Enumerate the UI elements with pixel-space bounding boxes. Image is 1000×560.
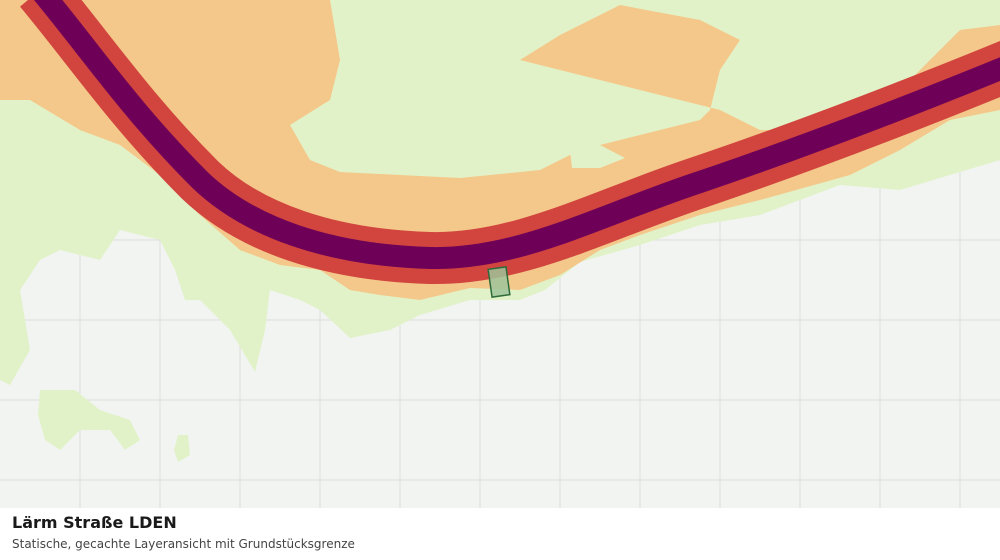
caption: Lärm Straße LDEN Statische, gecachte Lay… bbox=[12, 512, 992, 552]
caption-subtitle: Statische, gecachte Layeransicht mit Gru… bbox=[12, 537, 355, 551]
map-view bbox=[0, 0, 1000, 508]
noise-zone-low bbox=[570, 145, 625, 168]
noise-zone-low bbox=[515, 22, 545, 48]
noise-zone-low bbox=[418, 100, 448, 118]
noise-zone-low bbox=[174, 435, 190, 462]
caption-title: Lärm Straße LDEN bbox=[12, 513, 177, 532]
noise-zone-low bbox=[38, 390, 140, 450]
parcel-boundary[interactable] bbox=[487, 266, 511, 298]
noise-zone-very-high bbox=[33, 0, 1000, 270]
